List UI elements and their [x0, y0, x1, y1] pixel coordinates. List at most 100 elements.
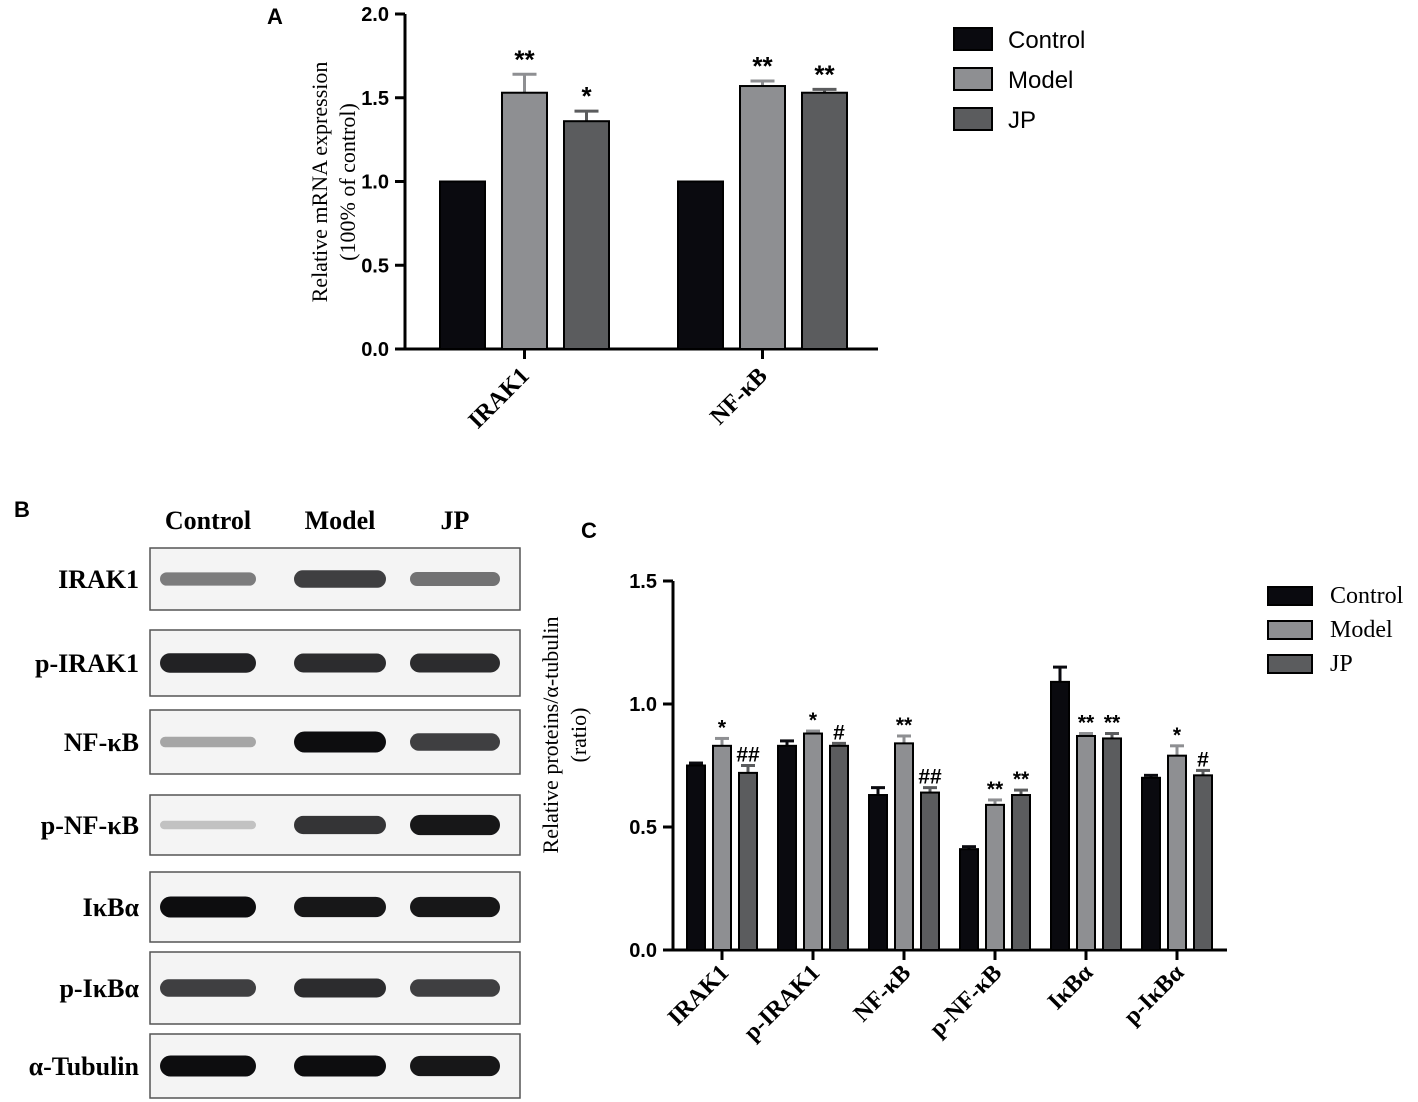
- blot-band: [160, 896, 256, 918]
- blot-band: [294, 731, 386, 753]
- blot-band: [294, 978, 386, 998]
- blot-band: [160, 820, 256, 830]
- blot-band: [160, 572, 256, 586]
- c-significance-mark: #: [1197, 748, 1209, 771]
- c-bar: [777, 744, 797, 951]
- blot-band: [294, 815, 386, 835]
- chart-c-axes: 0.0 0.5 1.0 1.5: [629, 571, 1227, 962]
- chart-c-bars: [686, 665, 1213, 952]
- c-significance-mark: **: [1104, 712, 1121, 735]
- chart-a-axes: 0.0 0.5 1.0 1.5 2.0: [361, 4, 878, 361]
- blot-band: [410, 979, 500, 997]
- blot-band: [294, 896, 386, 918]
- blot-band: [410, 814, 500, 836]
- c-legend-swatch: [1267, 654, 1313, 674]
- c-bar: [959, 848, 979, 952]
- panel-letter-c: C: [581, 518, 597, 543]
- blot-band: [160, 1055, 256, 1077]
- c-bar: [920, 791, 940, 951]
- blot-row-label: IRAK1: [58, 565, 139, 594]
- c-bar: [1050, 680, 1070, 951]
- a-bar: [801, 91, 848, 350]
- blot-row-label: IκBα: [83, 893, 140, 922]
- c-bar: [1076, 734, 1096, 951]
- c-bar: [712, 744, 732, 951]
- chart-a-ylabel-line2: (100% of control): [335, 103, 360, 261]
- c-significance-mark: ##: [736, 744, 760, 767]
- blot-band: [410, 1055, 500, 1077]
- c-significance-mark: *: [718, 716, 727, 739]
- a-legend-swatch: [953, 27, 993, 51]
- c-bar: [686, 764, 706, 951]
- a-legend-label: Control: [1008, 27, 1085, 54]
- c-category-label: p-IκBα: [1119, 959, 1190, 1030]
- blot-band: [294, 570, 386, 588]
- chart-a-legend: Control Model JP: [953, 27, 1085, 134]
- blot-column-label: Control: [165, 506, 251, 535]
- chart-c-ylabel-line1: Relative proteins/α-tubulin: [538, 617, 563, 854]
- c-category-label: p-NF-κB: [925, 960, 1007, 1042]
- c-bar: [1141, 776, 1161, 951]
- c-bar: [803, 732, 823, 952]
- c-bar: [1193, 774, 1213, 952]
- c-significance-mark: **: [1078, 712, 1095, 735]
- c-bar: [1102, 737, 1122, 951]
- c-y-tick-label: 0.0: [629, 940, 657, 962]
- c-legend-label: Model: [1330, 617, 1393, 643]
- blot-row-label: p-IRAK1: [35, 649, 139, 678]
- a-legend-label: JP: [1008, 107, 1036, 134]
- c-significance-mark: #: [833, 721, 845, 744]
- blot-row-label: p-IκBα: [59, 974, 139, 1003]
- c-legend-label: JP: [1330, 651, 1353, 677]
- chart-a: 0.00.51.01.52.0 ***IRAK1** **NF-κB Relati…: [307, 4, 1085, 434]
- chart-c: 0.0 0.5 1.0 1.5 * ## IRAK1 * # p-IRAK1 ** ## NF-κB *…: [538, 571, 1404, 1046]
- western-blot: Control Model JP IRAK1 p-IRAK1 NF-κB p-NF-κB Iκ…: [29, 506, 521, 1099]
- a-legend-swatch: [953, 67, 993, 91]
- a-legend-label: Model: [1008, 67, 1073, 94]
- c-bar: [985, 803, 1005, 951]
- a-significance-mark: *: [581, 81, 592, 111]
- c-category-label: IRAK1: [663, 960, 734, 1031]
- a-significance-mark: **: [814, 59, 835, 89]
- a-y-tick-label: 0.5: [361, 255, 389, 277]
- c-y-tick-label: 0.5: [629, 817, 657, 839]
- blot-row-label: p-NF-κB: [41, 811, 139, 840]
- blot-band: [410, 896, 500, 918]
- c-bar: [829, 744, 849, 951]
- c-category-label: p-IRAK1: [739, 960, 825, 1046]
- a-significance-mark: **: [752, 51, 773, 81]
- blot-band: [410, 653, 500, 673]
- blot-column-label: JP: [441, 506, 470, 535]
- blot-band: [160, 979, 256, 997]
- a-legend-swatch: [953, 107, 993, 131]
- c-category-label: IκBα: [1043, 959, 1099, 1015]
- c-bar: [894, 742, 914, 951]
- c-legend-swatch: [1267, 586, 1313, 606]
- c-significance-mark: **: [1013, 768, 1030, 791]
- blot-band: [294, 1055, 386, 1077]
- a-bar: [677, 180, 724, 350]
- blot-row-label: α-Tubulin: [29, 1052, 140, 1081]
- a-y-tick-label: 0.0: [361, 339, 389, 361]
- c-significance-mark: **: [987, 778, 1004, 801]
- c-bar: [738, 771, 758, 951]
- c-significance-mark: **: [896, 714, 913, 737]
- blot-band: [160, 736, 256, 748]
- c-bar: [868, 794, 888, 952]
- blot-band: [410, 733, 500, 751]
- c-legend-swatch: [1267, 620, 1313, 640]
- blot-band: [410, 572, 500, 586]
- c-y-tick-label: 1.5: [629, 571, 657, 593]
- a-category-label: NF-κB: [705, 363, 772, 430]
- blot-band: [294, 653, 386, 673]
- panel-letter-a: A: [267, 4, 283, 29]
- chart-c-ylabel-line2: (ratio): [566, 708, 591, 763]
- chart-a-bars: [439, 72, 848, 351]
- a-y-tick-label: 1.5: [361, 88, 389, 110]
- c-y-tick-label: 1.0: [629, 694, 657, 716]
- c-significance-mark: *: [809, 709, 818, 732]
- c-legend-label: Control: [1330, 583, 1404, 609]
- c-bar: [1167, 754, 1187, 951]
- a-bar: [739, 85, 786, 351]
